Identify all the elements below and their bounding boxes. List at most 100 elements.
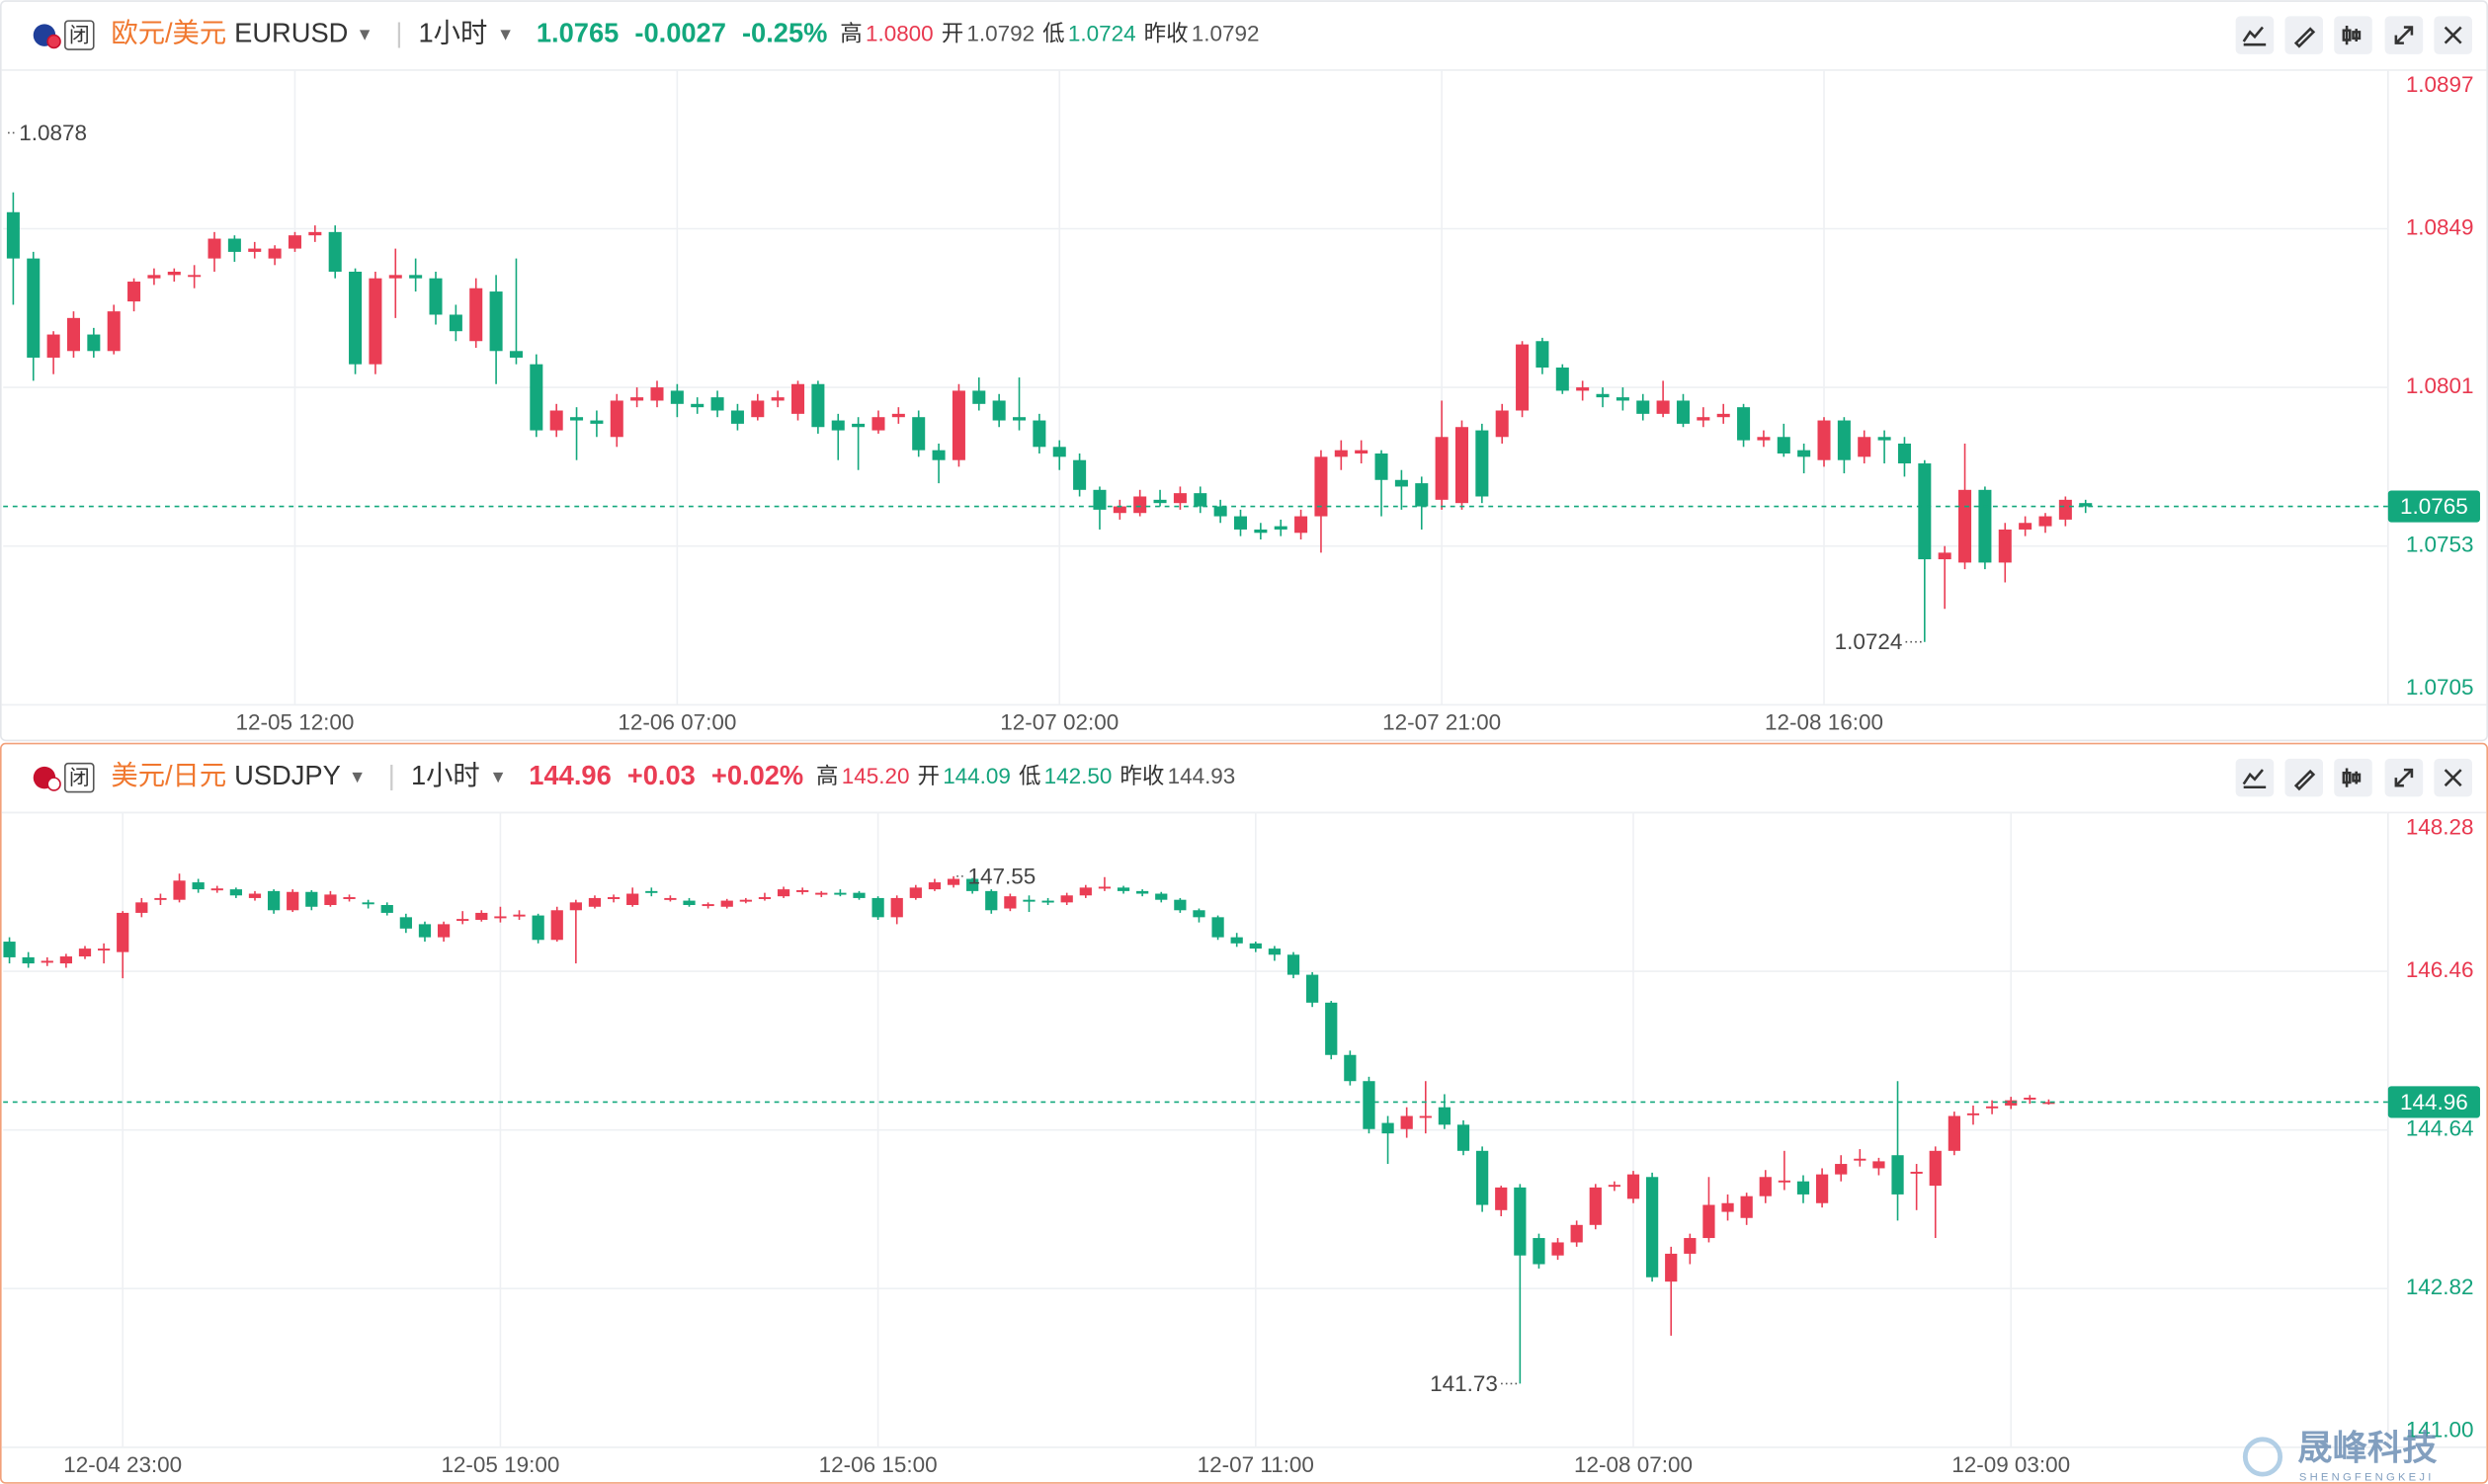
toolbar-icon[interactable] [2242,26,2267,46]
candle-body [791,383,805,414]
separator: | [395,18,402,48]
candle-body [210,888,223,891]
candle-body [147,275,161,279]
candle-body [267,890,281,911]
candle-body [449,314,462,332]
y-tick-label: 144.64 [2406,1116,2474,1141]
candle-body [1306,974,1319,1003]
candle-body [1616,397,1629,401]
stat-label: 开 [918,764,940,788]
toolbar-icon[interactable] [2444,26,2462,44]
toolbar-icon[interactable] [2394,768,2414,787]
dropdown-caret: ▼ [497,24,514,43]
toolbar-icon[interactable] [2342,768,2362,787]
toolbar-icon[interactable] [2293,27,2316,48]
candle-body [1910,1171,1923,1174]
symbol-name: 欧元/美元 [111,18,226,48]
candle-body [1060,895,1073,903]
candle-body [456,919,469,922]
candle-body [549,410,563,431]
x-tick-label: 12-04 23:00 [63,1452,182,1477]
candle-body [1249,943,1262,949]
marker-label: 147.55 [967,864,1036,888]
candle-body [1858,437,1871,457]
stat-value: 145.20 [842,764,910,788]
candle-body [1098,886,1112,889]
candle-body [1740,1195,1753,1218]
candle-body [683,900,696,905]
candle-body [771,397,785,401]
candle-body [1626,1174,1640,1199]
toolbar-icon[interactable] [2394,26,2414,44]
candle-body [1998,529,2012,563]
last-price: 144.96 [529,760,611,790]
stat-value: 1.0724 [1068,22,1136,46]
candle-body [2005,1100,2018,1106]
candle-body [1978,489,1992,563]
candle-body [912,417,926,451]
candle-body [1344,1054,1357,1082]
candle-body [1454,427,1469,504]
stat-label: 昨收 [1144,22,1189,46]
candle-body [1938,552,1951,560]
candle-body [78,948,92,957]
candle-body [751,400,765,418]
candle-body [1759,1177,1772,1196]
candle-body [932,450,946,460]
candle-body [1374,453,1388,480]
toolbar-icon[interactable] [2444,769,2462,787]
candle-body [1213,506,1227,517]
candle-body [173,880,186,900]
candle-body [324,894,337,905]
stat-label: 低 [1019,764,1040,788]
candle-body [437,924,451,938]
symbol-code: USDJPY [234,760,341,790]
candle-body [1230,937,1243,944]
candle-body [607,897,621,899]
candle-body [1877,437,1891,441]
candle-body [1435,437,1449,500]
candle-body [388,275,402,279]
flag-icon-2 [46,34,61,49]
candle-body [702,904,714,907]
candle-body [1475,430,1489,497]
candle-body [1589,1187,1602,1225]
stat-label: 开 [942,22,963,46]
toolbar-icon[interactable] [2242,769,2267,789]
candle-body [1079,887,1092,896]
candle-body [107,311,121,352]
candle-body [1334,450,1348,457]
candle-body [532,915,544,941]
candle-body [853,892,866,898]
candle-body [1136,890,1149,894]
candle-body [871,417,885,431]
watermark-subtitle: SHENGFENGKEJI [2299,1471,2435,1483]
candle-body [494,916,507,919]
candle-body [469,288,483,342]
candle-body [188,275,202,278]
candle-body [2019,523,2032,530]
dropdown-caret: ▼ [356,24,373,43]
candle-body [1456,1124,1470,1151]
toolbar-icon[interactable] [2342,25,2362,45]
candle-body [1778,1180,1790,1183]
candle-body [1153,499,1167,504]
candle-body [227,238,241,252]
candle-body [229,889,242,896]
candle-body [645,890,658,893]
candle-body [248,893,262,898]
candle-body [1702,1204,1715,1239]
candle-body [1495,1187,1508,1210]
candle-body [167,271,181,276]
candle-body [1985,1106,1999,1109]
candle-body [796,889,809,892]
stat-value: 1.0800 [866,22,934,46]
candle-body [1516,344,1530,411]
toolbar-icon[interactable] [2293,769,2316,791]
badge: 闭 [69,25,90,47]
stat-label: 高 [816,764,838,788]
candle-body [2079,503,2093,507]
candle-body [1254,529,1268,534]
